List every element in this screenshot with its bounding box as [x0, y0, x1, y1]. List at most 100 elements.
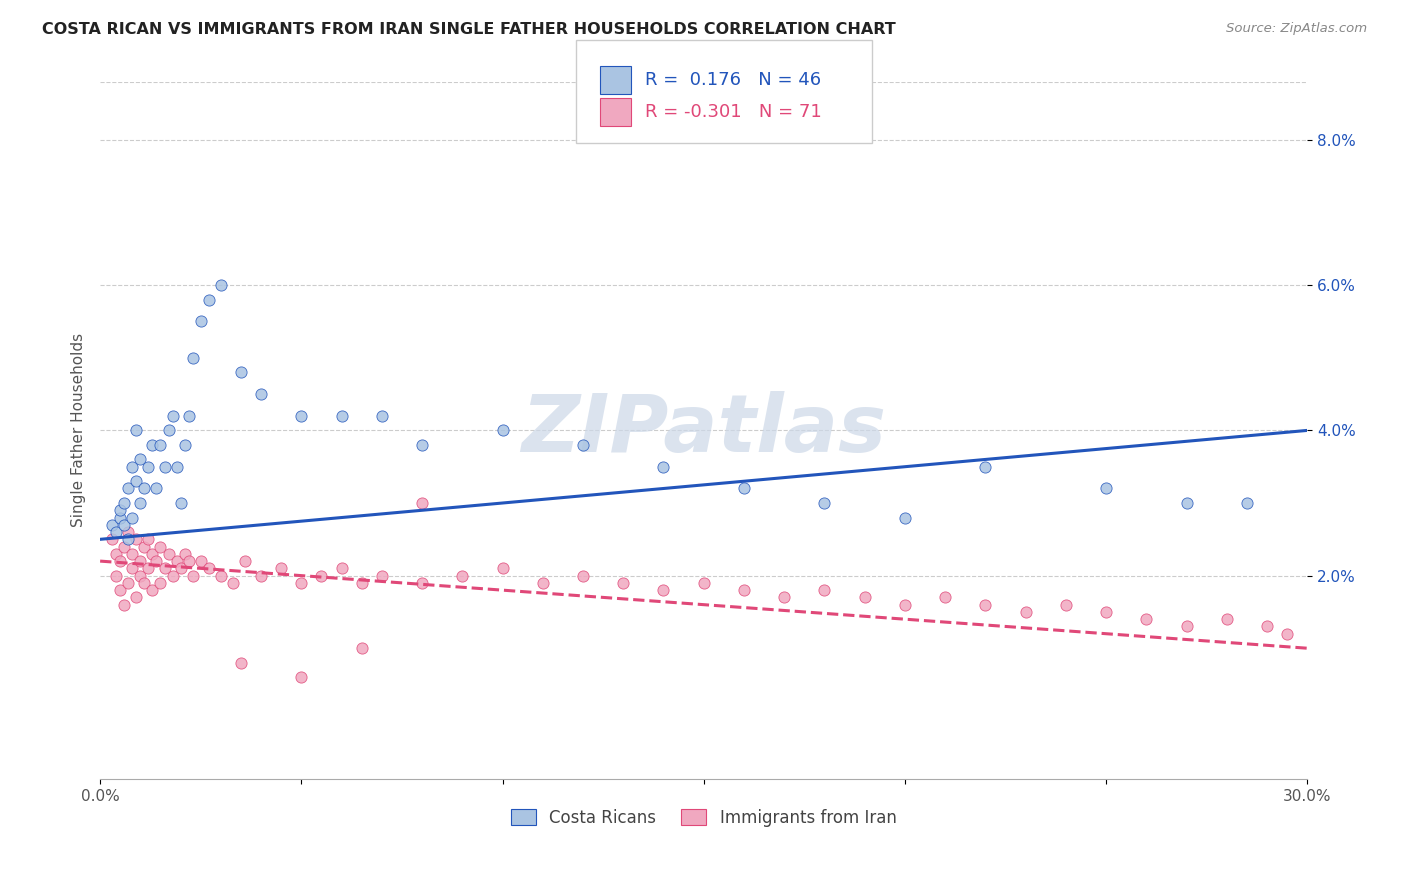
Point	[181, 568, 204, 582]
Point	[229, 656, 252, 670]
Point	[157, 547, 180, 561]
Point	[190, 314, 212, 328]
Point	[117, 533, 139, 547]
Point	[1095, 482, 1118, 496]
Point	[330, 409, 353, 423]
Point	[112, 496, 135, 510]
Point	[138, 533, 160, 547]
Point	[141, 547, 163, 561]
Point	[209, 568, 232, 582]
Point	[110, 503, 132, 517]
Point	[652, 583, 675, 598]
Point	[1216, 612, 1239, 626]
Point	[229, 365, 252, 379]
Point	[145, 482, 167, 496]
Point	[1236, 496, 1258, 510]
Point	[112, 540, 135, 554]
Point	[371, 409, 394, 423]
Text: R = -0.301   N = 71: R = -0.301 N = 71	[645, 103, 823, 121]
Point	[173, 547, 195, 561]
Point	[141, 438, 163, 452]
Point	[411, 575, 433, 590]
Point	[121, 547, 143, 561]
Point	[733, 583, 755, 598]
Point	[162, 409, 184, 423]
Point	[773, 591, 796, 605]
Point	[149, 540, 172, 554]
Point	[1014, 605, 1036, 619]
Point	[853, 591, 876, 605]
Point	[733, 482, 755, 496]
Point	[1135, 612, 1157, 626]
Point	[149, 438, 172, 452]
Point	[270, 561, 292, 575]
Point	[134, 482, 156, 496]
Point	[491, 561, 513, 575]
Point	[177, 409, 200, 423]
Point	[162, 568, 184, 582]
Point	[290, 575, 312, 590]
Point	[813, 583, 835, 598]
Point	[125, 474, 148, 488]
Point	[169, 496, 191, 510]
Point	[177, 554, 200, 568]
Point	[222, 575, 245, 590]
Point	[190, 554, 212, 568]
Point	[129, 568, 152, 582]
Point	[1175, 619, 1198, 633]
Point	[117, 524, 139, 539]
Point	[129, 496, 152, 510]
Point	[330, 561, 353, 575]
Point	[134, 540, 156, 554]
Point	[121, 561, 143, 575]
Point	[411, 496, 433, 510]
Point	[572, 438, 595, 452]
Point	[1054, 598, 1077, 612]
Point	[411, 438, 433, 452]
Point	[813, 496, 835, 510]
Point	[117, 482, 139, 496]
Point	[290, 409, 312, 423]
Point	[157, 424, 180, 438]
Point	[166, 459, 188, 474]
Point	[138, 561, 160, 575]
Point	[250, 568, 273, 582]
Point	[894, 510, 917, 524]
Point	[105, 547, 128, 561]
Point	[491, 424, 513, 438]
Point	[153, 561, 176, 575]
Point	[105, 524, 128, 539]
Point	[112, 598, 135, 612]
Point	[350, 641, 373, 656]
Point	[692, 575, 714, 590]
Point	[894, 598, 917, 612]
Point	[129, 452, 152, 467]
Point	[166, 554, 188, 568]
Point	[197, 561, 219, 575]
Point	[125, 533, 148, 547]
Point	[173, 438, 195, 452]
Point	[121, 459, 143, 474]
Point	[129, 554, 152, 568]
Point	[350, 575, 373, 590]
Point	[290, 670, 312, 684]
Point	[250, 387, 273, 401]
Text: ZIPatlas: ZIPatlas	[522, 392, 886, 469]
Point	[1095, 605, 1118, 619]
Text: Source: ZipAtlas.com: Source: ZipAtlas.com	[1226, 22, 1367, 36]
Text: COSTA RICAN VS IMMIGRANTS FROM IRAN SINGLE FATHER HOUSEHOLDS CORRELATION CHART: COSTA RICAN VS IMMIGRANTS FROM IRAN SING…	[42, 22, 896, 37]
Point	[181, 351, 204, 365]
Point	[974, 459, 997, 474]
Text: R =  0.176   N = 46: R = 0.176 N = 46	[645, 71, 821, 89]
Point	[117, 575, 139, 590]
Point	[1175, 496, 1198, 510]
Point	[311, 568, 333, 582]
Point	[110, 554, 132, 568]
Point	[121, 510, 143, 524]
Point	[112, 517, 135, 532]
Point	[371, 568, 394, 582]
Point	[110, 510, 132, 524]
Point	[138, 459, 160, 474]
Point	[141, 583, 163, 598]
Point	[1256, 619, 1278, 633]
